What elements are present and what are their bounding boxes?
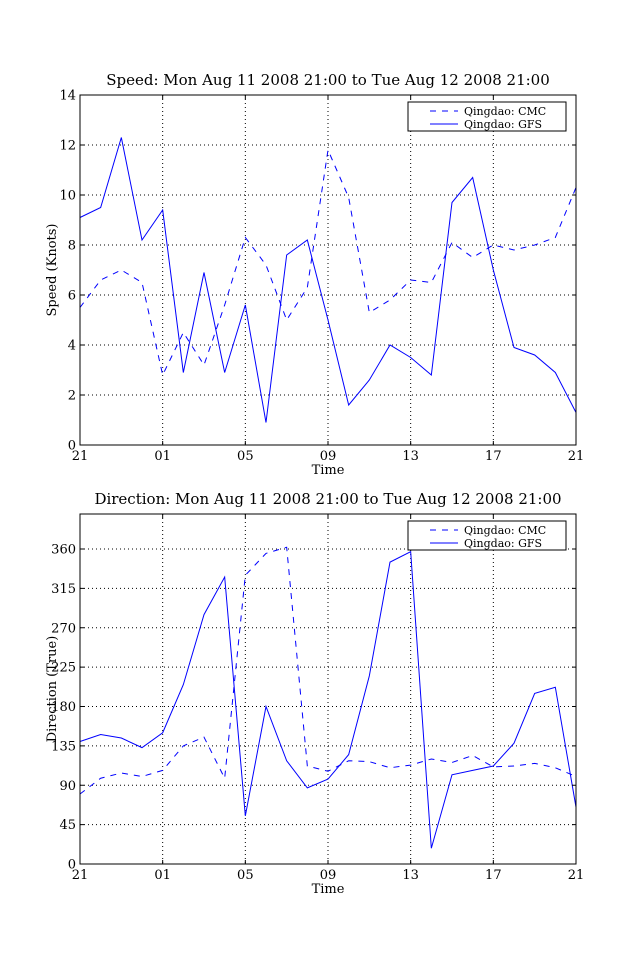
- y-tick-label: 12: [59, 139, 76, 154]
- x-tick-label: 21: [568, 868, 585, 883]
- x-tick-label: 05: [237, 449, 254, 464]
- chart-title: Speed: Mon Aug 11 2008 21:00 to Tue Aug …: [106, 71, 550, 89]
- y-tick-label: 315: [51, 582, 76, 597]
- y-tick-label: 8: [68, 239, 76, 254]
- y-tick-label: 4: [68, 339, 76, 354]
- x-tick-label: 01: [154, 449, 171, 464]
- x-tick-label: 21: [568, 449, 585, 464]
- y-axis-label: Speed (Knots): [45, 223, 60, 316]
- x-tick-label: 17: [485, 868, 502, 883]
- legend-label-cmc: Qingdao: CMC: [464, 105, 546, 118]
- x-tick-label: 01: [154, 868, 171, 883]
- y-tick-label: 14: [59, 89, 76, 104]
- y-tick-label: 360: [51, 543, 76, 558]
- x-tick-label: 17: [485, 449, 502, 464]
- x-axis-label: Time: [312, 882, 345, 897]
- y-axis-label: Direction (True): [45, 636, 60, 743]
- y-tick-label: 10: [59, 189, 76, 204]
- x-axis-label: Time: [312, 463, 345, 478]
- y-tick-label: 6: [68, 289, 76, 304]
- y-tick-label: 90: [59, 779, 76, 794]
- x-tick-label: 13: [402, 868, 419, 883]
- legend-box: [407, 520, 567, 551]
- legend-label-gfs: Qingdao: GFS: [464, 537, 542, 550]
- y-tick-label: 225: [51, 661, 76, 676]
- x-tick-label: 21: [72, 868, 89, 883]
- x-tick-label: 21: [72, 449, 89, 464]
- y-tick-label: 135: [51, 739, 76, 754]
- x-tick-label: 09: [320, 449, 337, 464]
- x-tick-label: 09: [320, 868, 337, 883]
- y-tick-label: 180: [51, 700, 76, 715]
- chart-panel-2: 21 01 05 09 13 17 2104590135180225270315360Dir…: [45, 490, 584, 897]
- y-tick-label: 270: [51, 621, 76, 636]
- x-tick-label: 05: [237, 868, 254, 883]
- legend-label-gfs: Qingdao: GFS: [464, 118, 542, 131]
- y-tick-label: 45: [59, 818, 76, 833]
- y-tick-label: 0: [68, 439, 76, 454]
- plot-area: [80, 514, 576, 864]
- series-line-gfs: [79, 550, 577, 849]
- chart-title: Direction: Mon Aug 11 2008 21:00 to Tue …: [94, 490, 561, 508]
- legend-box: [407, 101, 567, 132]
- x-tick-label: 13: [402, 449, 419, 464]
- legend-label-cmc: Qingdao: CMC: [464, 524, 546, 537]
- y-tick-label: 2: [68, 389, 76, 404]
- series-line-cmc: [79, 546, 577, 795]
- y-tick-label: 0: [68, 858, 76, 873]
- series-line-gfs: [79, 137, 577, 423]
